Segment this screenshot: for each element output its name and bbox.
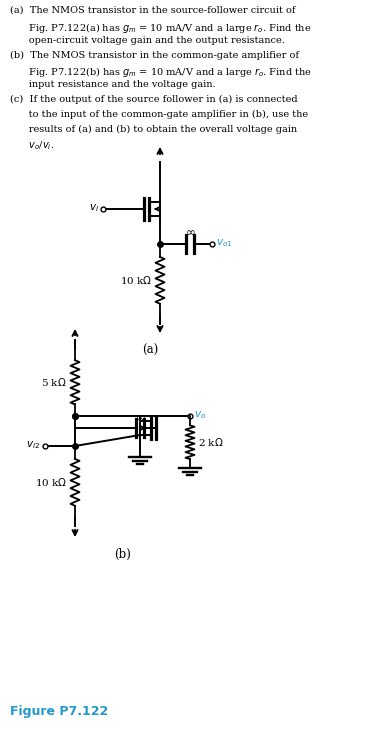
Text: Figure P7.122: Figure P7.122 <box>10 705 108 718</box>
Text: $v_i$: $v_i$ <box>89 202 99 214</box>
Text: $v_o$: $v_o$ <box>194 409 206 421</box>
Text: 10 k$\Omega$: 10 k$\Omega$ <box>120 274 152 286</box>
Text: $v_o$/$v_i$.: $v_o$/$v_i$. <box>10 139 54 152</box>
Text: (b)  The NMOS transistor in the common-gate amplifier of: (b) The NMOS transistor in the common-ga… <box>10 50 299 60</box>
Text: (a): (a) <box>142 344 158 357</box>
Text: Fig. P7.122(b) has $g_m$ = 10 mA/V and a large $r_o$. Find the: Fig. P7.122(b) has $g_m$ = 10 mA/V and a… <box>10 66 312 79</box>
Text: $\infty$: $\infty$ <box>135 411 145 423</box>
Text: results of (a) and (b) to obtain the overall voltage gain: results of (a) and (b) to obtain the ove… <box>10 124 297 133</box>
Text: $v_{o1}$: $v_{o1}$ <box>216 237 232 249</box>
Text: to the input of the common-gate amplifier in (b), use the: to the input of the common-gate amplifie… <box>10 110 308 118</box>
Text: input resistance and the voltage gain.: input resistance and the voltage gain. <box>10 80 216 89</box>
Text: Fig. P7.122(a) has $g_m$ = 10 mA/V and a large $r_o$. Find the: Fig. P7.122(a) has $g_m$ = 10 mA/V and a… <box>10 21 311 35</box>
Text: $v_{i2}$: $v_{i2}$ <box>26 439 40 451</box>
Text: 10 k$\Omega$: 10 k$\Omega$ <box>35 476 67 488</box>
Text: (a)  The NMOS transistor in the source-follower circuit of: (a) The NMOS transistor in the source-fo… <box>10 6 295 15</box>
Text: open-circuit voltage gain and the output resistance.: open-circuit voltage gain and the output… <box>10 35 285 45</box>
Text: (b): (b) <box>114 548 131 561</box>
Text: 2 k$\Omega$: 2 k$\Omega$ <box>198 436 224 448</box>
Text: $\infty$: $\infty$ <box>185 225 195 238</box>
Text: 5 k$\Omega$: 5 k$\Omega$ <box>41 376 67 388</box>
Text: (c)  If the output of the source follower in (a) is connected: (c) If the output of the source follower… <box>10 95 298 104</box>
